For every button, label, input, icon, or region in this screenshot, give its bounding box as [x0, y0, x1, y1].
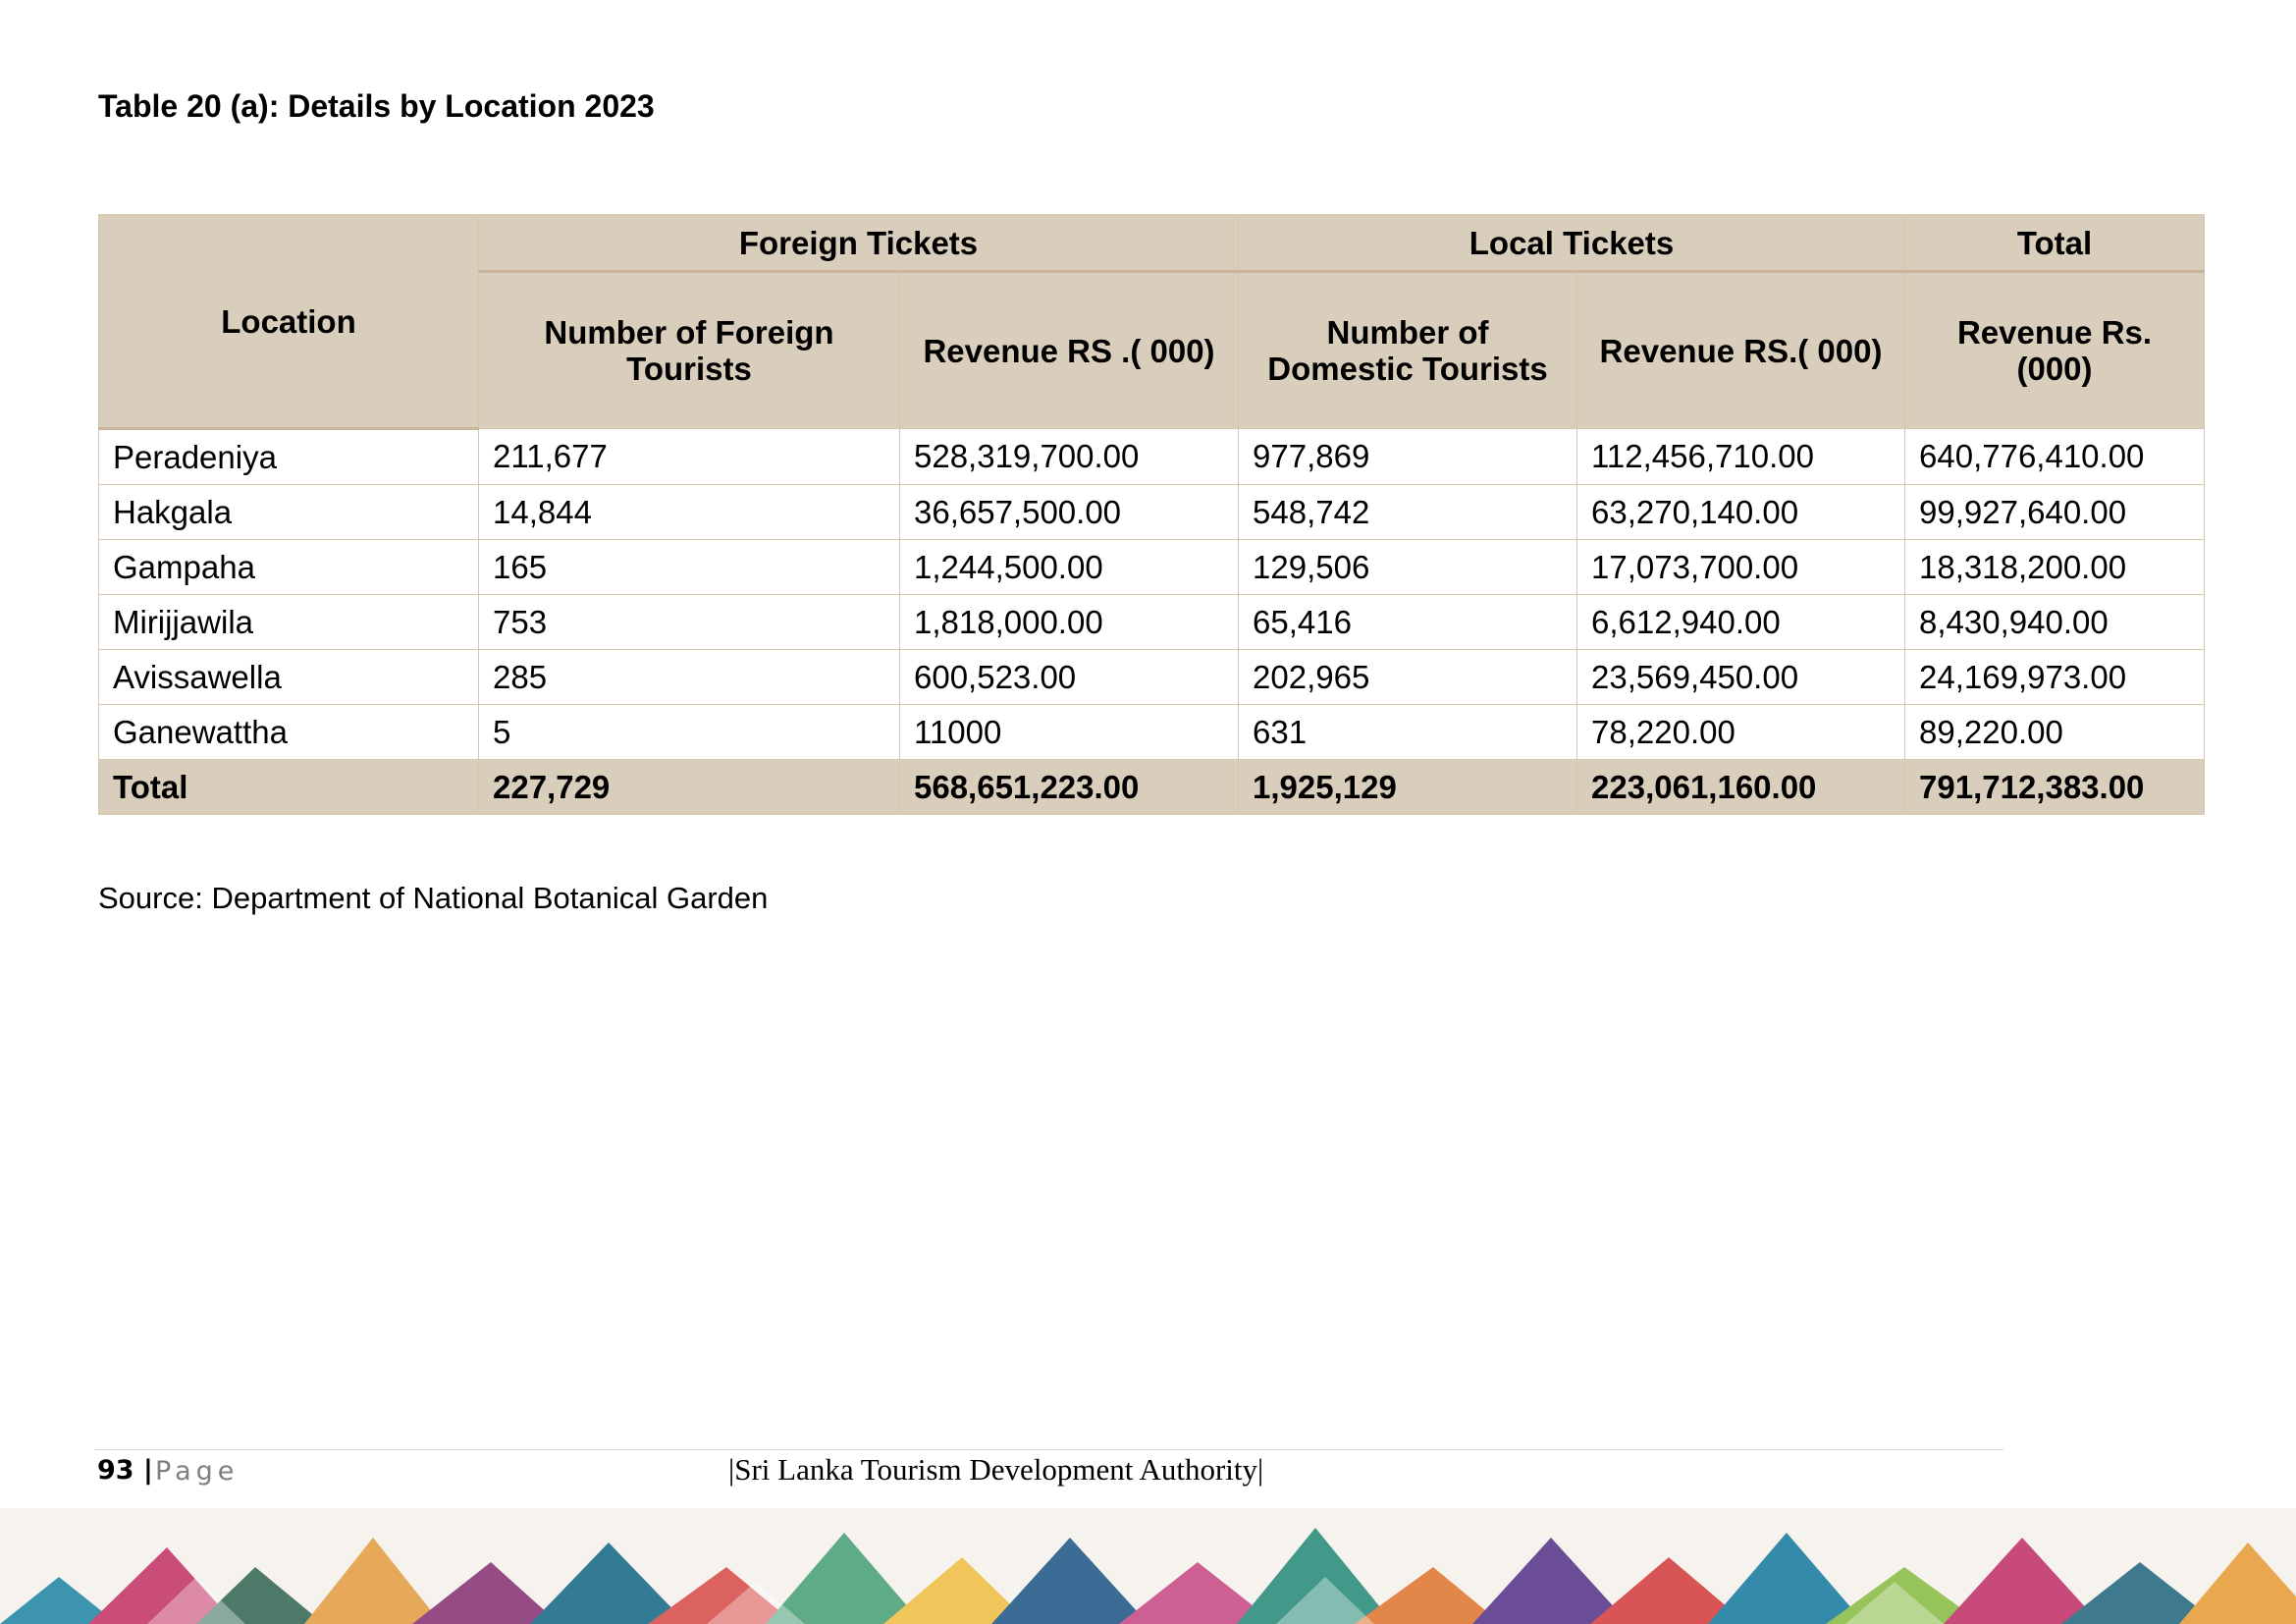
total-revenue-cell: 18,318,200.00 [1904, 539, 2206, 595]
total-label-cell: Total [98, 759, 479, 815]
domestic-tourists-cell: 548,742 [1238, 484, 1578, 540]
decorative-banner-image [0, 1508, 2296, 1624]
foreign-revenue-cell: 36,657,500.00 [898, 484, 1240, 540]
domestic-tourists-cell: 977,869 [1238, 428, 1578, 485]
foreign-revenue-cell: 11000 [898, 704, 1240, 760]
foreign-tourists-cell: 165 [478, 539, 900, 595]
local-revenue-cell: 112,456,710.00 [1576, 428, 1906, 485]
local-revenue-cell: 6,612,940.00 [1576, 594, 1906, 650]
foreign-revenue-header: Revenue RS .( 000) [898, 271, 1240, 429]
total-row: Total 227,729 568,651,223.00 1,925,129 2… [98, 759, 2206, 815]
page-number-value: 93 [97, 1455, 134, 1486]
total-revenue-cell: 640,776,410.00 [1904, 428, 2206, 485]
total-revenue-cell: 99,927,640.00 [1904, 484, 2206, 540]
table-row: Gampaha 165 1,244,500.00 129,506 17,073,… [98, 539, 2206, 595]
domestic-tourists-cell: 202,965 [1238, 649, 1578, 705]
local-revenue-cell: 23,569,450.00 [1576, 649, 1906, 705]
foreign-tourists-cell: 753 [478, 594, 900, 650]
grand-total-revenue-cell: 791,712,383.00 [1904, 759, 2206, 815]
footer-divider [94, 1449, 2003, 1450]
foreign-revenue-cell: 1,244,500.00 [898, 539, 1240, 595]
foreign-tickets-header: Foreign Tickets [477, 214, 1240, 273]
sub-header-row: Number of Foreign Tourists Revenue RS .(… [99, 271, 2206, 429]
domestic-tourists-cell: 129,506 [1238, 539, 1578, 595]
domestic-tourists-header: Number of Domestic Tourists [1238, 271, 1578, 429]
local-revenue-cell: 17,073,700.00 [1576, 539, 1906, 595]
location-cell: Peradeniya [98, 428, 479, 485]
page-number: 93 | [97, 1455, 153, 1486]
page-label: Page [155, 1456, 240, 1487]
location-header: Location [98, 214, 479, 430]
table-row: Peradeniya 211,677 528,319,700.00 977,86… [98, 428, 2206, 485]
location-cell: Mirijjawila [98, 594, 479, 650]
local-revenue-cell: 78,220.00 [1576, 704, 1906, 760]
table-title: Table 20 (a): Details by Location 2023 [98, 88, 655, 124]
foreign-tourists-cell: 14,844 [478, 484, 900, 540]
total-foreign-revenue-cell: 568,651,223.00 [898, 759, 1240, 815]
table-row: Ganewattha 5 11000 631 78,220.00 89,220.… [98, 704, 2206, 760]
foreign-revenue-cell: 1,818,000.00 [898, 594, 1240, 650]
total-revenue-cell: 24,169,973.00 [1904, 649, 2206, 705]
location-details-table: Location Foreign Tickets Local Tickets T… [98, 214, 2206, 815]
total-revenue-header: Revenue Rs. (000) [1904, 271, 2206, 429]
table-row: Mirijjawila 753 1,818,000.00 65,416 6,61… [98, 594, 2206, 650]
location-cell: Avissawella [98, 649, 479, 705]
total-foreign-tourists-cell: 227,729 [478, 759, 900, 815]
total-domestic-tourists-cell: 1,925,129 [1238, 759, 1578, 815]
total-header: Total [1904, 214, 2206, 273]
foreign-tourists-cell: 211,677 [478, 428, 900, 485]
total-local-revenue-cell: 223,061,160.00 [1576, 759, 1906, 815]
table-row: Avissawella 285 600,523.00 202,965 23,56… [98, 649, 2206, 705]
location-cell: Hakgala [98, 484, 479, 540]
foreign-tourists-header: Number of Foreign Tourists [478, 271, 900, 429]
total-revenue-cell: 89,220.00 [1904, 704, 2206, 760]
local-tickets-header: Local Tickets [1238, 214, 1906, 273]
foreign-revenue-cell: 600,523.00 [898, 649, 1240, 705]
foreign-tourists-cell: 5 [478, 704, 900, 760]
total-revenue-cell: 8,430,940.00 [1904, 594, 2206, 650]
local-revenue-header: Revenue RS.( 000) [1576, 271, 1906, 429]
location-cell: Ganewattha [98, 704, 479, 760]
page-number-separator: | [142, 1455, 153, 1486]
foreign-revenue-cell: 528,319,700.00 [898, 428, 1240, 485]
table-row: Hakgala 14,844 36,657,500.00 548,742 63,… [98, 484, 2206, 540]
local-revenue-cell: 63,270,140.00 [1576, 484, 1906, 540]
domestic-tourists-cell: 65,416 [1238, 594, 1578, 650]
location-cell: Gampaha [98, 539, 479, 595]
footer-authority: |Sri Lanka Tourism Development Authority… [728, 1452, 1264, 1487]
source-note: Source: Department of National Botanical… [98, 881, 769, 915]
domestic-tourists-cell: 631 [1238, 704, 1578, 760]
group-header-row: Location Foreign Tickets Local Tickets T… [98, 214, 2206, 430]
foreign-tourists-cell: 285 [478, 649, 900, 705]
